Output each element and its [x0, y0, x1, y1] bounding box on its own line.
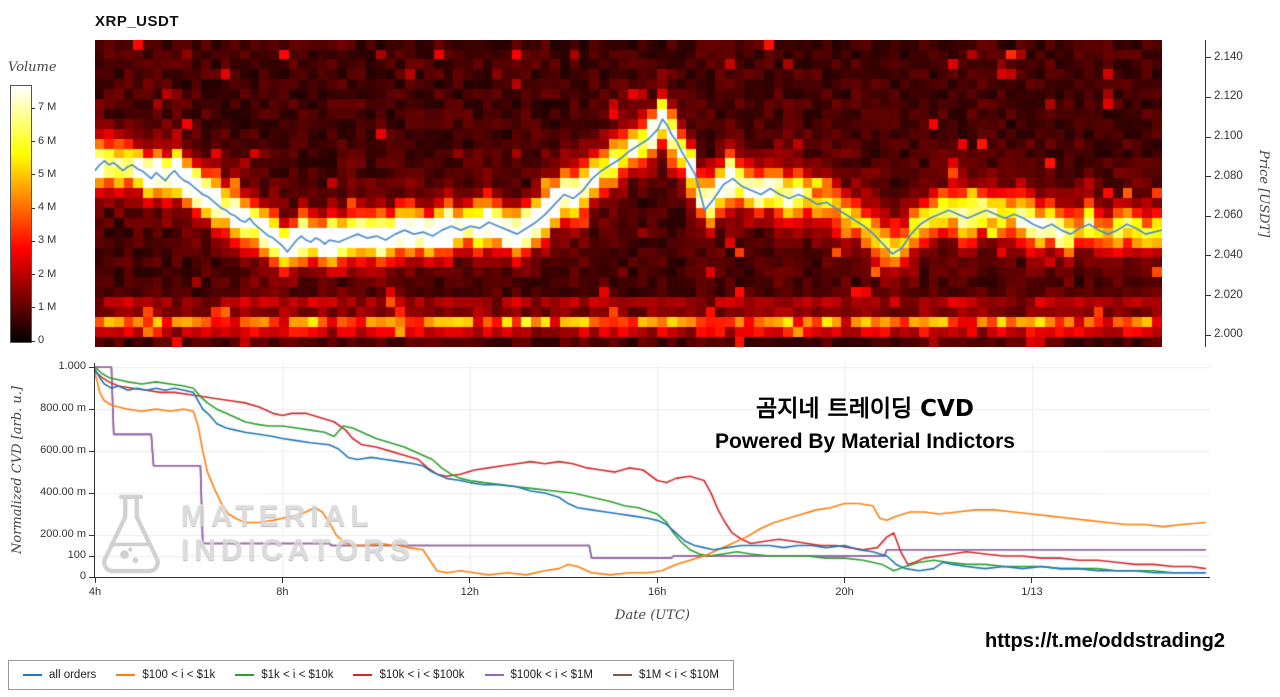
- cvd-x-tick-mark: [469, 578, 471, 583]
- flask-icon: [102, 494, 160, 574]
- price-tick-mark: [1205, 255, 1211, 257]
- legend-label: $1k < i < $10k: [261, 669, 334, 681]
- cvd-x-tick-label: 4h: [88, 586, 102, 598]
- price-tick-label: 2.100: [1214, 130, 1243, 143]
- cvd-y-tick-mark: [89, 408, 94, 410]
- legend-item-5: $1M < i < $10M: [613, 669, 719, 681]
- price-tick-label: 2.120: [1214, 90, 1243, 103]
- price-tick-label: 2.140: [1214, 50, 1243, 63]
- price-tick-label: 2.060: [1214, 209, 1243, 222]
- price-tick-label: 2.020: [1214, 288, 1243, 301]
- cvd-y-tick-label: 100: [67, 549, 86, 562]
- legend-label: $100 < i < $1k: [142, 669, 216, 681]
- volume-tick-label: 0: [38, 334, 45, 346]
- cvd-x-tick-label: 16h: [647, 586, 667, 598]
- volume-tick-mark: [31, 274, 35, 275]
- cvd-x-tick-mark: [94, 578, 96, 583]
- volume-tick-mark: [31, 340, 35, 342]
- watermark-line2: INDICATORS: [181, 534, 415, 567]
- heatmap-title: XRP_USDT: [95, 13, 180, 30]
- volume-tick-mark: [31, 141, 35, 143]
- legend-swatch-icon: [613, 674, 632, 676]
- legend-item-2: $1k < i < $10k: [235, 669, 333, 681]
- legend-item-0: all orders: [23, 669, 96, 681]
- cvd-x-tick-mark: [281, 578, 283, 583]
- price-tick-label: 2.080: [1214, 169, 1243, 182]
- legend: all orders $100 < i < $1k $1k < i < $10k $1…: [8, 660, 734, 690]
- legend-item-3: $10k < i < $100k: [353, 669, 465, 681]
- annotation-block: 곰지네 트레이딩 CVD Powered By Material Indicto…: [630, 392, 1100, 456]
- price-tick-mark: [1205, 295, 1211, 296]
- cvd-x-tick-mark: [656, 578, 658, 583]
- legend-swatch-icon: [235, 674, 255, 676]
- price-axis-label: Price [USDT]: [1256, 149, 1271, 238]
- cvd-x-tick-mark: [844, 578, 846, 583]
- material-indicators-watermark: MATERIAL INDICATORS: [95, 492, 415, 576]
- cvd-x-tick-label: 12h: [460, 586, 479, 598]
- price-tick-label: 2.000: [1214, 328, 1243, 341]
- price-tick-label: 2.040: [1214, 248, 1243, 261]
- volume-tick-label: 3 M: [38, 234, 57, 247]
- cvd-x-tick-label: 8h: [276, 586, 289, 598]
- cvd-y-tick-mark: [89, 534, 94, 536]
- volume-tick-label: 7 M: [38, 101, 57, 114]
- legend-swatch-icon: [116, 674, 136, 676]
- price-tick-mark: [1205, 334, 1211, 336]
- price-tick-mark: [1205, 57, 1211, 59]
- volume-tick-mark: [31, 240, 35, 242]
- volume-tick-mark: [31, 307, 35, 309]
- cvd-y-tick-mark: [89, 576, 94, 578]
- volume-axis-label: Volume: [8, 60, 57, 75]
- legend-item-1: $100 < i < $1k: [116, 669, 215, 681]
- price-volume-heatmap-canvas: [95, 40, 1162, 347]
- volume-tick-label: 4 M: [38, 201, 57, 213]
- volume-tick-label: 6 M: [38, 134, 57, 147]
- volume-tick-label: 5 M: [38, 167, 57, 180]
- cvd-y-tick-label: 200.00 m: [40, 528, 86, 541]
- cvd-y-tick-label: 600.00 m: [40, 444, 86, 457]
- cvd-x-tick-mark: [1031, 578, 1033, 583]
- telegram-link[interactable]: https://t.me/oddstrading2: [985, 630, 1225, 652]
- date-axis-label: Date (UTC): [615, 608, 690, 623]
- legend-label: $100k < i < $1M: [510, 669, 593, 681]
- volume-tick-mark: [31, 107, 35, 109]
- legend-label: $1M < i < $10M: [639, 669, 719, 681]
- legend-swatch-icon: [484, 674, 504, 676]
- annotation-powered-by: Powered By Material Indictors: [715, 429, 1015, 453]
- watermark-text: MATERIAL INDICATORS: [181, 500, 415, 567]
- price-tick-mark: [1205, 215, 1211, 217]
- annotation-korean: 곰지네 트레이딩 CVD: [756, 396, 974, 422]
- watermark-line1: MATERIAL: [181, 500, 374, 534]
- cvd-chart-canvas: [94, 363, 1210, 578]
- volume-tick-mark: [31, 207, 35, 209]
- cvd-y-tick-label: 800.00 m: [40, 402, 86, 415]
- legend-label: $10k < i < $100k: [379, 669, 465, 681]
- legend-swatch-icon: [23, 674, 42, 676]
- cvd-y-tick-mark: [89, 450, 94, 452]
- cvd-y-tick-mark: [89, 555, 94, 557]
- cvd-x-tick-label: 1/13: [1021, 586, 1043, 598]
- cvd-x-tick-label: 20h: [835, 586, 854, 598]
- cvd-y-tick-label: 0: [79, 570, 86, 582]
- legend-label: all orders: [49, 669, 97, 681]
- cvd-y-tick-label: 1.000: [58, 360, 86, 373]
- price-tick-mark: [1205, 96, 1211, 98]
- cvd-y-axis-label: Normalized CVD [arb. u.]: [10, 386, 25, 554]
- cvd-y-tick-label: 400.00 m: [40, 486, 86, 499]
- volume-tick-mark: [31, 174, 35, 176]
- legend-swatch-icon: [353, 674, 373, 676]
- price-tick-mark: [1205, 136, 1211, 138]
- cvd-y-tick-mark: [89, 492, 94, 494]
- volume-colorbar: [10, 85, 32, 343]
- cvd-y-tick-mark: [89, 366, 94, 368]
- price-tick-mark: [1205, 176, 1211, 178]
- volume-tick-label: 2 M: [38, 267, 57, 280]
- legend-item-4: $100k < i < $1M: [484, 669, 593, 681]
- volume-tick-label: 1 M: [38, 300, 57, 313]
- price-axis-line: [1205, 40, 1206, 347]
